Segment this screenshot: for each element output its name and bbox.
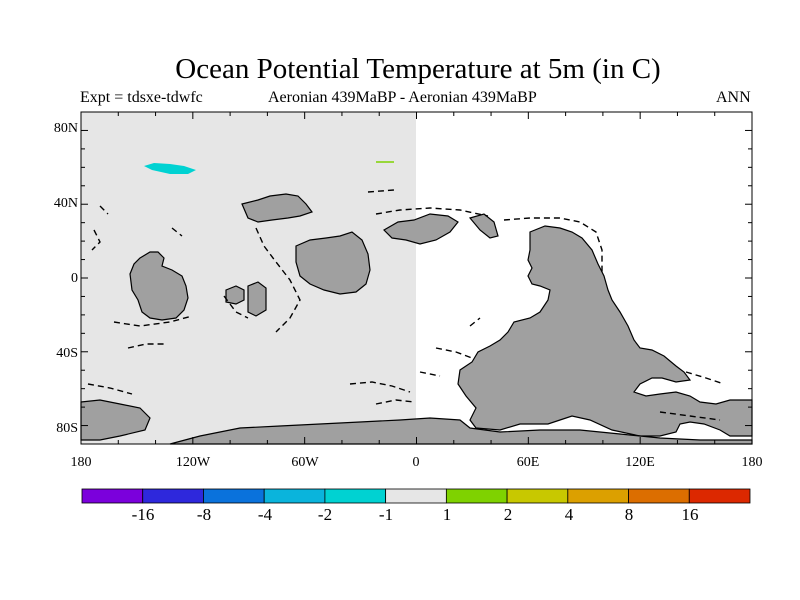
y-tick-label-80n: 80N (53, 121, 78, 136)
colorbar-box (203, 488, 265, 504)
colorbar-box (385, 488, 447, 504)
x-tick-label-60e: 60E (516, 455, 540, 470)
landmass-small-island-a (225, 285, 245, 305)
y-tick-label-40n: 40N (53, 196, 78, 211)
landmass-east-sliver (468, 213, 499, 239)
y-tick-label-0: 0 (71, 271, 78, 286)
y-tick-label-80s: 80S (56, 421, 78, 436)
colorbar-box (628, 488, 690, 504)
colorbar-box (506, 488, 569, 504)
colorbar-label: 16 (681, 505, 699, 524)
landmass-north-plateau (241, 193, 313, 223)
subtitle-right: ANN (716, 89, 751, 106)
landmass-small-island-b (247, 281, 267, 317)
colorbar-box (445, 488, 508, 504)
axis-ticks (80, 112, 753, 444)
colorbar-box (142, 488, 204, 504)
plot-title: Ocean Potential Temperature at 5m (in C) (175, 53, 661, 85)
colorbar-label: 1 (442, 505, 452, 524)
anomaly-patch-cold (144, 163, 196, 174)
x-tick-label-120e: 120E (625, 455, 655, 470)
land-masses (80, 193, 753, 445)
colorbar (81, 488, 751, 504)
subtitle-center: Aeronian 439MaBP - Aeronian 439MaBP (268, 89, 537, 106)
colorbar-box (263, 488, 326, 504)
colorbar-box (688, 488, 751, 504)
subtitle-left: Expt = tdsxe-tdwfc (80, 89, 203, 106)
x-tick-label-0: 0 (412, 455, 420, 470)
landmass-south-belt (169, 417, 753, 445)
landmass-big-continent (457, 225, 753, 437)
landmass-east-island (383, 213, 459, 245)
landmass-central-block (295, 231, 371, 295)
colorbar-label: -16 (131, 505, 155, 524)
x-tick-label-180e: 180 (741, 455, 763, 470)
colorbar-label: 8 (624, 505, 634, 524)
y-tick-label-40s: 40S (56, 346, 78, 361)
colorbar-label: -8 (196, 505, 212, 524)
colorbar-label: -1 (378, 505, 394, 524)
coastline-contours (87, 189, 725, 421)
colorbar-label: -2 (317, 505, 333, 524)
x-tick-label-120w: 120W (175, 455, 211, 470)
colorbar-label: 2 (503, 505, 513, 524)
colorbar-box (567, 488, 629, 504)
colorbar-label: 4 (564, 505, 574, 524)
colorbar-label: -4 (257, 505, 273, 524)
colorbar-box (324, 488, 387, 504)
landmass-west-island (129, 251, 189, 321)
landmass-south-polar (80, 399, 151, 441)
colorbar-box (81, 488, 144, 504)
x-tick-label-180w: 180 (70, 455, 92, 470)
x-tick-label-60w: 60W (291, 455, 319, 470)
